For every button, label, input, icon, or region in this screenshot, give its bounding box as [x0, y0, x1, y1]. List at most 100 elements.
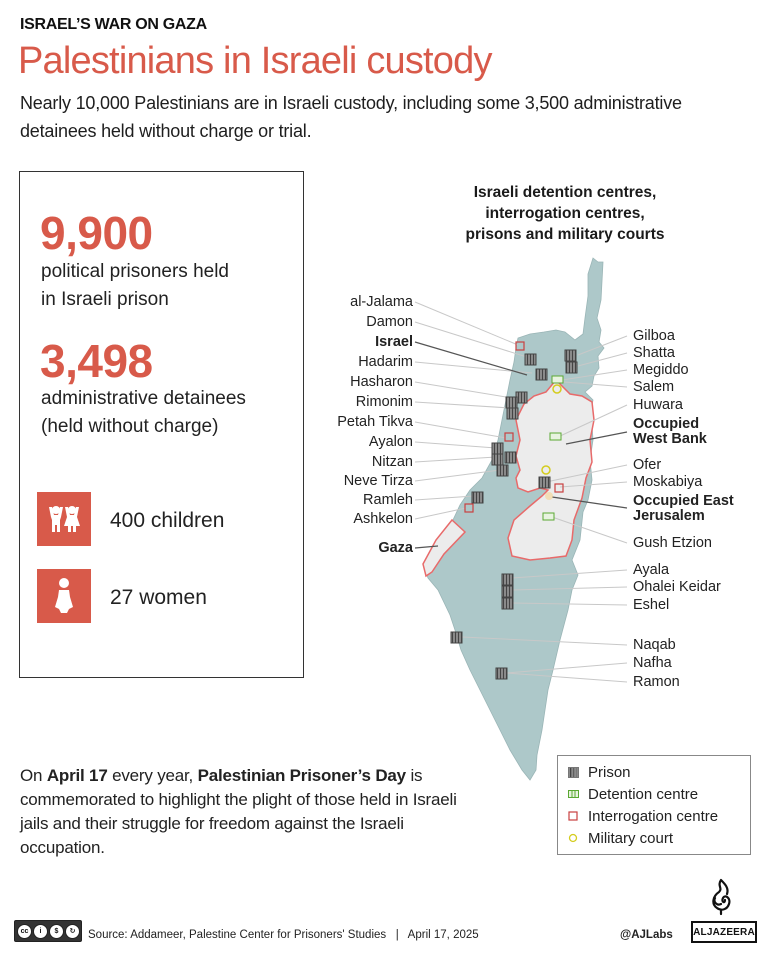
label-gush-etzion: Gush Etzion: [633, 535, 712, 551]
admin-desc-2: (held without charge): [41, 416, 219, 437]
label-eshel: Eshel: [633, 597, 670, 613]
cc-icon: cc: [17, 923, 32, 939]
label-ohalei-keidar: Ohalei Keidar: [633, 579, 721, 595]
label-huwara: Huwara: [633, 397, 683, 413]
prison-icon: [450, 631, 463, 644]
prison-icon: [535, 368, 548, 381]
source-text: Source: Addameer, Palestine Center for P…: [88, 929, 479, 941]
legend-item-interrogation: Interrogation centre: [566, 805, 742, 827]
label-ramleh: Ramleh: [363, 492, 413, 508]
stats-box: 9,900 political prisoners held in Israel…: [19, 171, 304, 678]
prison-icon: [504, 451, 517, 464]
prison-icon: [495, 667, 508, 680]
prison-icon: [565, 361, 578, 374]
label-occupied-wb-2: West Bank: [633, 431, 707, 447]
women-label: 27 women: [110, 586, 207, 609]
label-gilboa: Gilboa: [633, 328, 675, 344]
label-occupied-ej-1: Occupied East: [633, 493, 734, 509]
children-icon: [37, 492, 91, 546]
nc-icon: $: [49, 923, 64, 939]
label-ayalon: Ayalon: [368, 434, 413, 450]
kicker: ISRAEL’S WAR ON GAZA: [20, 16, 207, 33]
interrogation-centre-icon: [554, 483, 564, 493]
prison-icon: [501, 585, 514, 598]
admin-count: 3,498: [40, 335, 153, 387]
label-gaza: Gaza: [378, 540, 413, 556]
ajlabs-handle: @AJLabs: [620, 929, 673, 941]
prisoners-count: 9,900: [40, 207, 153, 259]
prison-icon: [501, 573, 514, 586]
interrogation-centre-icon: [464, 503, 474, 513]
woman-icon: [37, 569, 91, 623]
detention-centre-icon: [566, 787, 580, 801]
label-al-jalama: al-Jalama: [350, 294, 413, 310]
label-ashkelon: Ashkelon: [353, 511, 413, 527]
label-occupied-ej-2: Jerusalem: [633, 508, 705, 524]
label-ramon: Ramon: [633, 674, 680, 690]
label-salem: Salem: [633, 379, 675, 395]
label-ayala: Ayala: [633, 562, 670, 578]
prison-icon: [524, 353, 537, 366]
interrogation-centre-icon: [515, 341, 525, 351]
note-pre: On: [20, 766, 47, 785]
label-ofer: Ofer: [633, 457, 662, 473]
label-occupied-wb-1: Occupied: [633, 416, 700, 432]
prison-icon: [564, 349, 577, 362]
label-naqab: Naqab: [633, 637, 676, 653]
label-israel: Israel: [375, 334, 413, 350]
label-hasharon: Hasharon: [350, 374, 413, 390]
prison-icon: [491, 453, 504, 466]
label-petah-tikva: Petah Tikva: [337, 414, 413, 430]
label-megiddo: Megiddo: [633, 362, 689, 378]
military-court-icon: [566, 831, 580, 845]
interrogation-centre-icon: [566, 809, 580, 823]
admin-desc-1: administrative detainees: [41, 388, 246, 409]
note-post: is commemorated to highlight the plight …: [20, 766, 457, 857]
prisoners-day-note: On April 17 every year, Palestinian Pris…: [20, 764, 460, 860]
gaza-shape: [422, 518, 467, 578]
map-heading: Israeli detention centres, interrogation…: [415, 182, 715, 245]
legend-label: Detention centre: [588, 785, 699, 803]
prisoners-desc-2: in Israeli prison: [41, 289, 169, 310]
detention-centre-icon: [551, 375, 564, 384]
aljazeera-logo-icon: [712, 878, 731, 916]
by-icon: i: [33, 923, 48, 939]
prison-icon: [538, 476, 551, 489]
label-nafha: Nafha: [633, 655, 672, 671]
sa-icon: ↻: [65, 923, 80, 939]
label-shatta: Shatta: [633, 345, 675, 361]
prison-icon: [471, 491, 484, 504]
cc-license-icon: cc i $ ↻: [14, 920, 82, 942]
west-bank-shape: [507, 378, 595, 561]
prison-icon: [506, 407, 519, 420]
note-event: Palestinian Prisoner’s Day: [197, 766, 407, 785]
prisoners-desc-1: political prisoners held: [41, 261, 229, 282]
children-label: 400 children: [110, 509, 225, 532]
legend-item-military-court: Military court: [566, 827, 742, 849]
label-moskabiya: Moskabiya: [633, 474, 703, 490]
legend-label: Prison: [588, 763, 631, 781]
label-neve-tirza: Neve Tirza: [343, 473, 413, 489]
legend-item-detention: Detention centre: [566, 783, 742, 805]
label-damon: Damon: [366, 314, 413, 330]
prison-icon: [501, 597, 514, 610]
interrogation-centre-icon: [504, 432, 514, 442]
legend-item-prison: Prison: [566, 761, 742, 783]
prison-icon: [491, 442, 504, 455]
label-nitzan: Nitzan: [371, 454, 413, 470]
map-heading-line-2: interrogation centres,: [485, 205, 645, 222]
note-date: April 17: [46, 766, 108, 785]
detention-centre-icon: [542, 512, 555, 521]
legend-label: Interrogation centre: [588, 807, 719, 825]
detention-centre-icon: [549, 432, 562, 441]
legend-label: Military court: [588, 829, 674, 847]
page-title: Palestinians in Israeli custody: [18, 40, 492, 82]
aljazeera-wordmark: ALJAZEERA: [691, 921, 757, 943]
footer: cc i $ ↻ Source: Addameer, Palestine Cen…: [0, 878, 770, 958]
prison-icon: [505, 396, 518, 409]
subtitle: Nearly 10,000 Palestinians are in Israel…: [20, 93, 682, 141]
map-heading-line-1: Israeli detention centres,: [473, 184, 657, 201]
prison-icon: [496, 464, 509, 477]
label-hadarim: Hadarim: [358, 354, 413, 370]
